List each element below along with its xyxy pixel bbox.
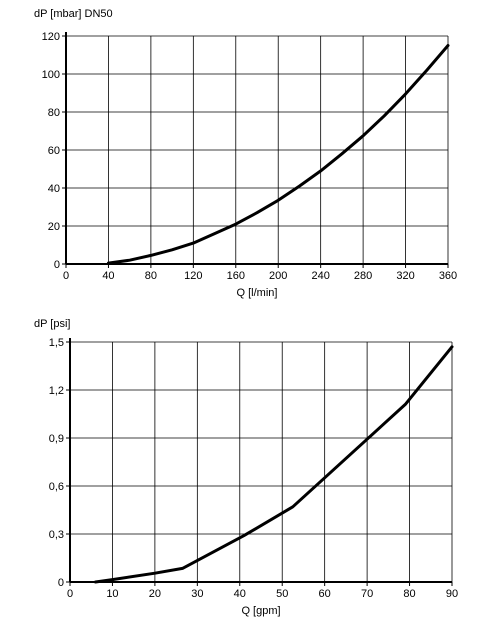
chart1-x-tick-label: 320 [396,270,414,282]
chart2-x-axis-title: Q [gpm] [241,605,280,617]
chart2-x-tick-label: 60 [319,588,331,600]
chart2-x-tick-label: 40 [234,588,246,600]
chart2-x-tick-label: 0 [67,588,73,600]
chart1-y-tick-label: 0 [54,259,60,271]
chart1-x-tick-label: 360 [439,270,457,282]
chart1-x-tick-label: 240 [311,270,329,282]
chart2-x-tick-label: 20 [149,588,161,600]
chart1-y-tick-label: 20 [48,221,60,233]
chart1-x-tick-label: 200 [269,270,287,282]
chart1-x-tick-label: 160 [227,270,245,282]
chart2-x-tick-label: 70 [361,588,373,600]
chart1-pressure-drop-line [106,44,450,265]
chart2-y-tick-label: 0,6 [49,481,64,493]
chart1-x-axis-title: Q [l/min] [237,287,278,299]
chart2-x-tick-label: 30 [191,588,203,600]
chart1-y-axis-title: dP [mbar] DN50 [34,8,113,20]
chart1-y-tick-label: 100 [42,69,60,81]
chart1-x-tick-label: 40 [102,270,114,282]
chart2-y-tick-label: 0,9 [49,433,64,445]
chart1-y-tick-label: 80 [48,107,60,119]
chart2-x-tick-label: 90 [446,588,458,600]
chart2-x-tick-label: 50 [276,588,288,600]
chart2-x-tick-label: 80 [403,588,415,600]
chart2-x-tick-label: 10 [106,588,118,600]
chart2-y-axis-title: dP [psi] [34,318,71,330]
chart1-y-tick-label: 120 [42,31,60,43]
chart1-x-tick-label: 80 [145,270,157,282]
chart1-x-tick-label: 0 [63,270,69,282]
chart1-y-tick-label: 40 [48,183,60,195]
chart1-x-tick-label: 280 [354,270,372,282]
chart1-y-tick-label: 60 [48,145,60,157]
chart2-y-tick-label: 0,3 [49,529,64,541]
chart2-y-tick-label: 1,2 [49,385,64,397]
chart1-x-tick-label: 120 [184,270,202,282]
chart2-y-tick-label: 1,5 [49,337,64,349]
chart2-pressure-drop-line [94,345,454,584]
chart2-y-tick-label: 0 [58,577,64,589]
